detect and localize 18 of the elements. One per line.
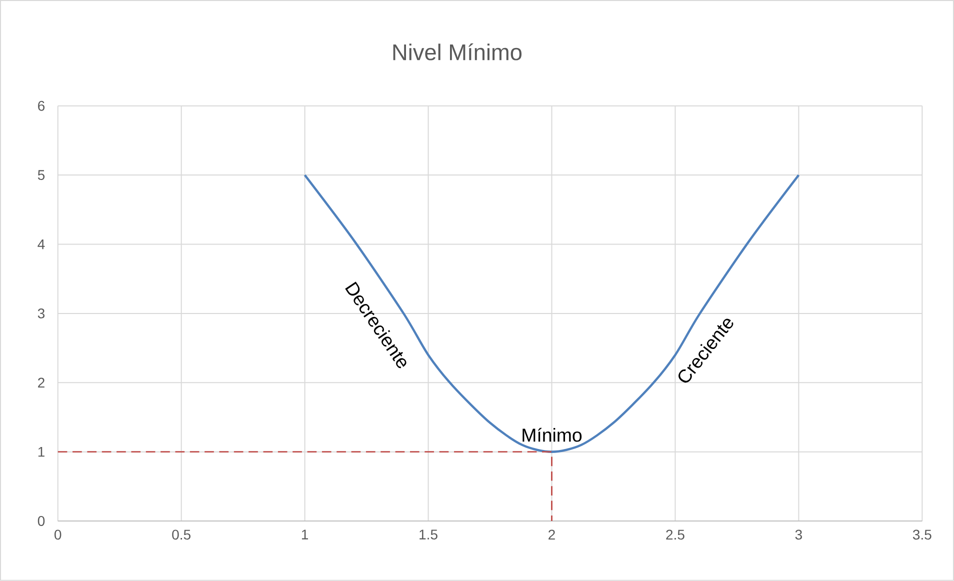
x-tick-label: 3 bbox=[795, 530, 802, 540]
y-tick-label: 3 bbox=[38, 308, 45, 318]
x-tick-label: 1.5 bbox=[420, 530, 438, 540]
x-tick-label: 0.5 bbox=[172, 530, 190, 540]
x-tick-label: 2.5 bbox=[666, 530, 684, 540]
x-tick-label: 3.5 bbox=[912, 530, 932, 540]
chart-title: Nivel Mínimo bbox=[393, 43, 522, 60]
y-tick-label: 4 bbox=[38, 240, 45, 250]
y-tick-label: 5 bbox=[38, 170, 45, 180]
y-tick-label: 2 bbox=[38, 378, 44, 388]
line-series bbox=[304, 174, 800, 454]
x-tick-label: 2 bbox=[548, 530, 555, 540]
annotation: Mínimo bbox=[522, 428, 582, 442]
y-tick-label: 1 bbox=[38, 447, 44, 457]
x-tick-label: 1 bbox=[302, 530, 308, 540]
y-tick-label: 6 bbox=[38, 100, 45, 111]
x-tick-label: 0 bbox=[54, 530, 62, 540]
y-tick-label: 0 bbox=[38, 516, 45, 526]
